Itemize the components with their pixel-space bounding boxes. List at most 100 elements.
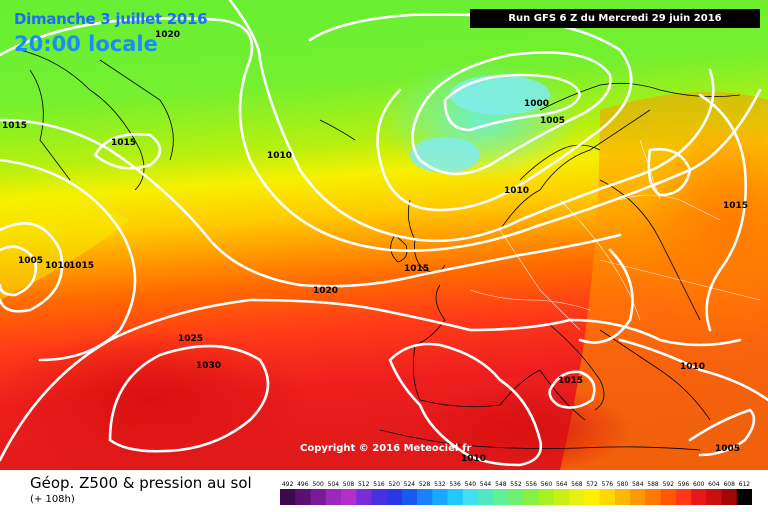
isobar-label: 1015 bbox=[404, 264, 429, 274]
color-scale: 492 496 500 504 508 512 516 520 524 528 532 536 540 5… bbox=[280, 481, 752, 505]
isobar-1010-east-ridge bbox=[647, 147, 692, 197]
isobar-label: 1015 bbox=[723, 201, 748, 211]
scale-swatch bbox=[447, 489, 463, 505]
scale-tick-label: 568 bbox=[571, 481, 583, 488]
copyright: Copyright © 2016 Meteociel.fr bbox=[300, 443, 472, 454]
product-title: Géop. Z500 & pression au sol bbox=[30, 474, 252, 492]
scale-swatch bbox=[538, 489, 555, 505]
scale-swatch bbox=[356, 489, 372, 505]
isobar-1010-east bbox=[618, 338, 768, 402]
scale-swatch bbox=[569, 489, 585, 505]
scale-swatch bbox=[386, 489, 403, 505]
isobar-label: 1025 bbox=[178, 334, 203, 344]
scale-swatch bbox=[371, 489, 387, 505]
isobar-label: 1020 bbox=[155, 30, 180, 40]
scale-swatch bbox=[508, 489, 524, 505]
scale-tick-label: 576 bbox=[602, 481, 614, 488]
scale-swatch bbox=[599, 489, 616, 505]
forecast-date: Dimanche 3 juillet 2016 bbox=[14, 10, 208, 28]
scale-swatch bbox=[630, 489, 646, 505]
scale-swatch bbox=[493, 489, 509, 505]
isobar-1015 bbox=[228, 0, 715, 243]
scale-tick-label: 584 bbox=[632, 481, 644, 488]
red-core-sw bbox=[0, 330, 310, 470]
isobar-1005 bbox=[411, 51, 612, 176]
scale-swatch bbox=[615, 489, 631, 505]
lead-time: (+ 108h) bbox=[30, 494, 75, 505]
scale-tick-label: 500 bbox=[312, 481, 324, 488]
scale-tick-label: 600 bbox=[693, 481, 705, 488]
scale-tick-label: 560 bbox=[541, 481, 553, 488]
isobar-label: 1005 bbox=[540, 116, 565, 126]
scale-tick-label: 556 bbox=[525, 481, 537, 488]
isobar-label: 1015 bbox=[111, 138, 136, 148]
isobar-1000 bbox=[443, 73, 582, 132]
scale-tick-label: 516 bbox=[373, 481, 385, 488]
forecast-time: 20:00 locale bbox=[14, 32, 158, 56]
low-core-2 bbox=[410, 137, 480, 173]
low-core-1 bbox=[450, 75, 550, 115]
scale-swatch bbox=[462, 489, 479, 505]
scale-tick-label: 504 bbox=[328, 481, 340, 488]
scale-tick-label: 552 bbox=[510, 481, 522, 488]
scale-tick-label: 612 bbox=[739, 481, 751, 488]
isobar-1010 bbox=[308, 13, 633, 212]
isobar-1025 bbox=[0, 298, 742, 462]
isobar-label: 1010 bbox=[267, 151, 292, 161]
scale-tick-label: 520 bbox=[388, 481, 400, 488]
scale-swatch bbox=[554, 489, 570, 505]
scale-swatch bbox=[432, 489, 448, 505]
isobar-1010-west bbox=[0, 222, 64, 313]
scale-swatch bbox=[584, 489, 600, 505]
yellow-tongue-west bbox=[0, 193, 130, 300]
scale-swatch bbox=[721, 489, 737, 505]
isobar-label: 1000 bbox=[524, 99, 549, 109]
isobar-1015-east-ridge bbox=[698, 93, 747, 332]
scale-tick-label: 536 bbox=[449, 481, 461, 488]
scale-tick-label: 492 bbox=[282, 481, 294, 488]
isobar-label: 1010 bbox=[680, 362, 705, 372]
scale-tick-label: 540 bbox=[465, 481, 477, 488]
isobar-1015-med bbox=[388, 342, 543, 467]
scale-swatch bbox=[706, 489, 722, 505]
scale-swatch bbox=[295, 489, 311, 505]
scale-tick-label: 532 bbox=[434, 481, 446, 488]
isobar-1005-west bbox=[0, 245, 38, 297]
scale-swatch bbox=[660, 489, 677, 505]
scale-tick-label: 588 bbox=[647, 481, 659, 488]
scale-tick-label: 512 bbox=[358, 481, 370, 488]
scale-tick-label: 596 bbox=[678, 481, 690, 488]
scale-tick-label: 564 bbox=[556, 481, 568, 488]
isobar-label: 1015 bbox=[2, 121, 27, 131]
isobar-label: 1005 bbox=[18, 256, 43, 266]
scale-tick-label: 548 bbox=[495, 481, 507, 488]
scale-swatch bbox=[645, 489, 661, 505]
isobar-label: 1020 bbox=[313, 286, 338, 296]
heat-east bbox=[640, 120, 768, 340]
scale-tick-label: 496 bbox=[297, 481, 309, 488]
scale-swatch bbox=[280, 489, 296, 505]
isobar-1020-north bbox=[0, 16, 762, 253]
scale-tick-label: 544 bbox=[480, 481, 492, 488]
scale-tick-label: 592 bbox=[663, 481, 675, 488]
scale-swatch bbox=[523, 489, 540, 505]
isobar-1030 bbox=[108, 344, 270, 453]
isobar-1015-italy bbox=[548, 370, 596, 409]
scale-swatch bbox=[675, 489, 692, 505]
scale-swatch bbox=[736, 489, 752, 505]
isobars bbox=[0, 0, 768, 465]
scale-swatch bbox=[477, 489, 494, 505]
isobar-label: 1005 bbox=[715, 444, 740, 454]
weather-map: 1020 1015 1015 1010 1000 1005 1010 1005 … bbox=[0, 0, 768, 470]
scale-tick-label: 572 bbox=[586, 481, 598, 488]
scale-tick-label: 580 bbox=[617, 481, 629, 488]
isobar-label: 1030 bbox=[196, 361, 221, 371]
scale-tick-label: 524 bbox=[404, 481, 416, 488]
isobar-1015-west bbox=[0, 158, 137, 362]
isobar-label: 1010 bbox=[504, 186, 529, 196]
scale-swatch bbox=[325, 489, 342, 505]
isobar-label: 1015 bbox=[558, 376, 583, 386]
isobar-labels: 1020 1015 1015 1010 1000 1005 1010 1005 … bbox=[2, 30, 748, 464]
scale-tick-label: 608 bbox=[723, 481, 735, 488]
